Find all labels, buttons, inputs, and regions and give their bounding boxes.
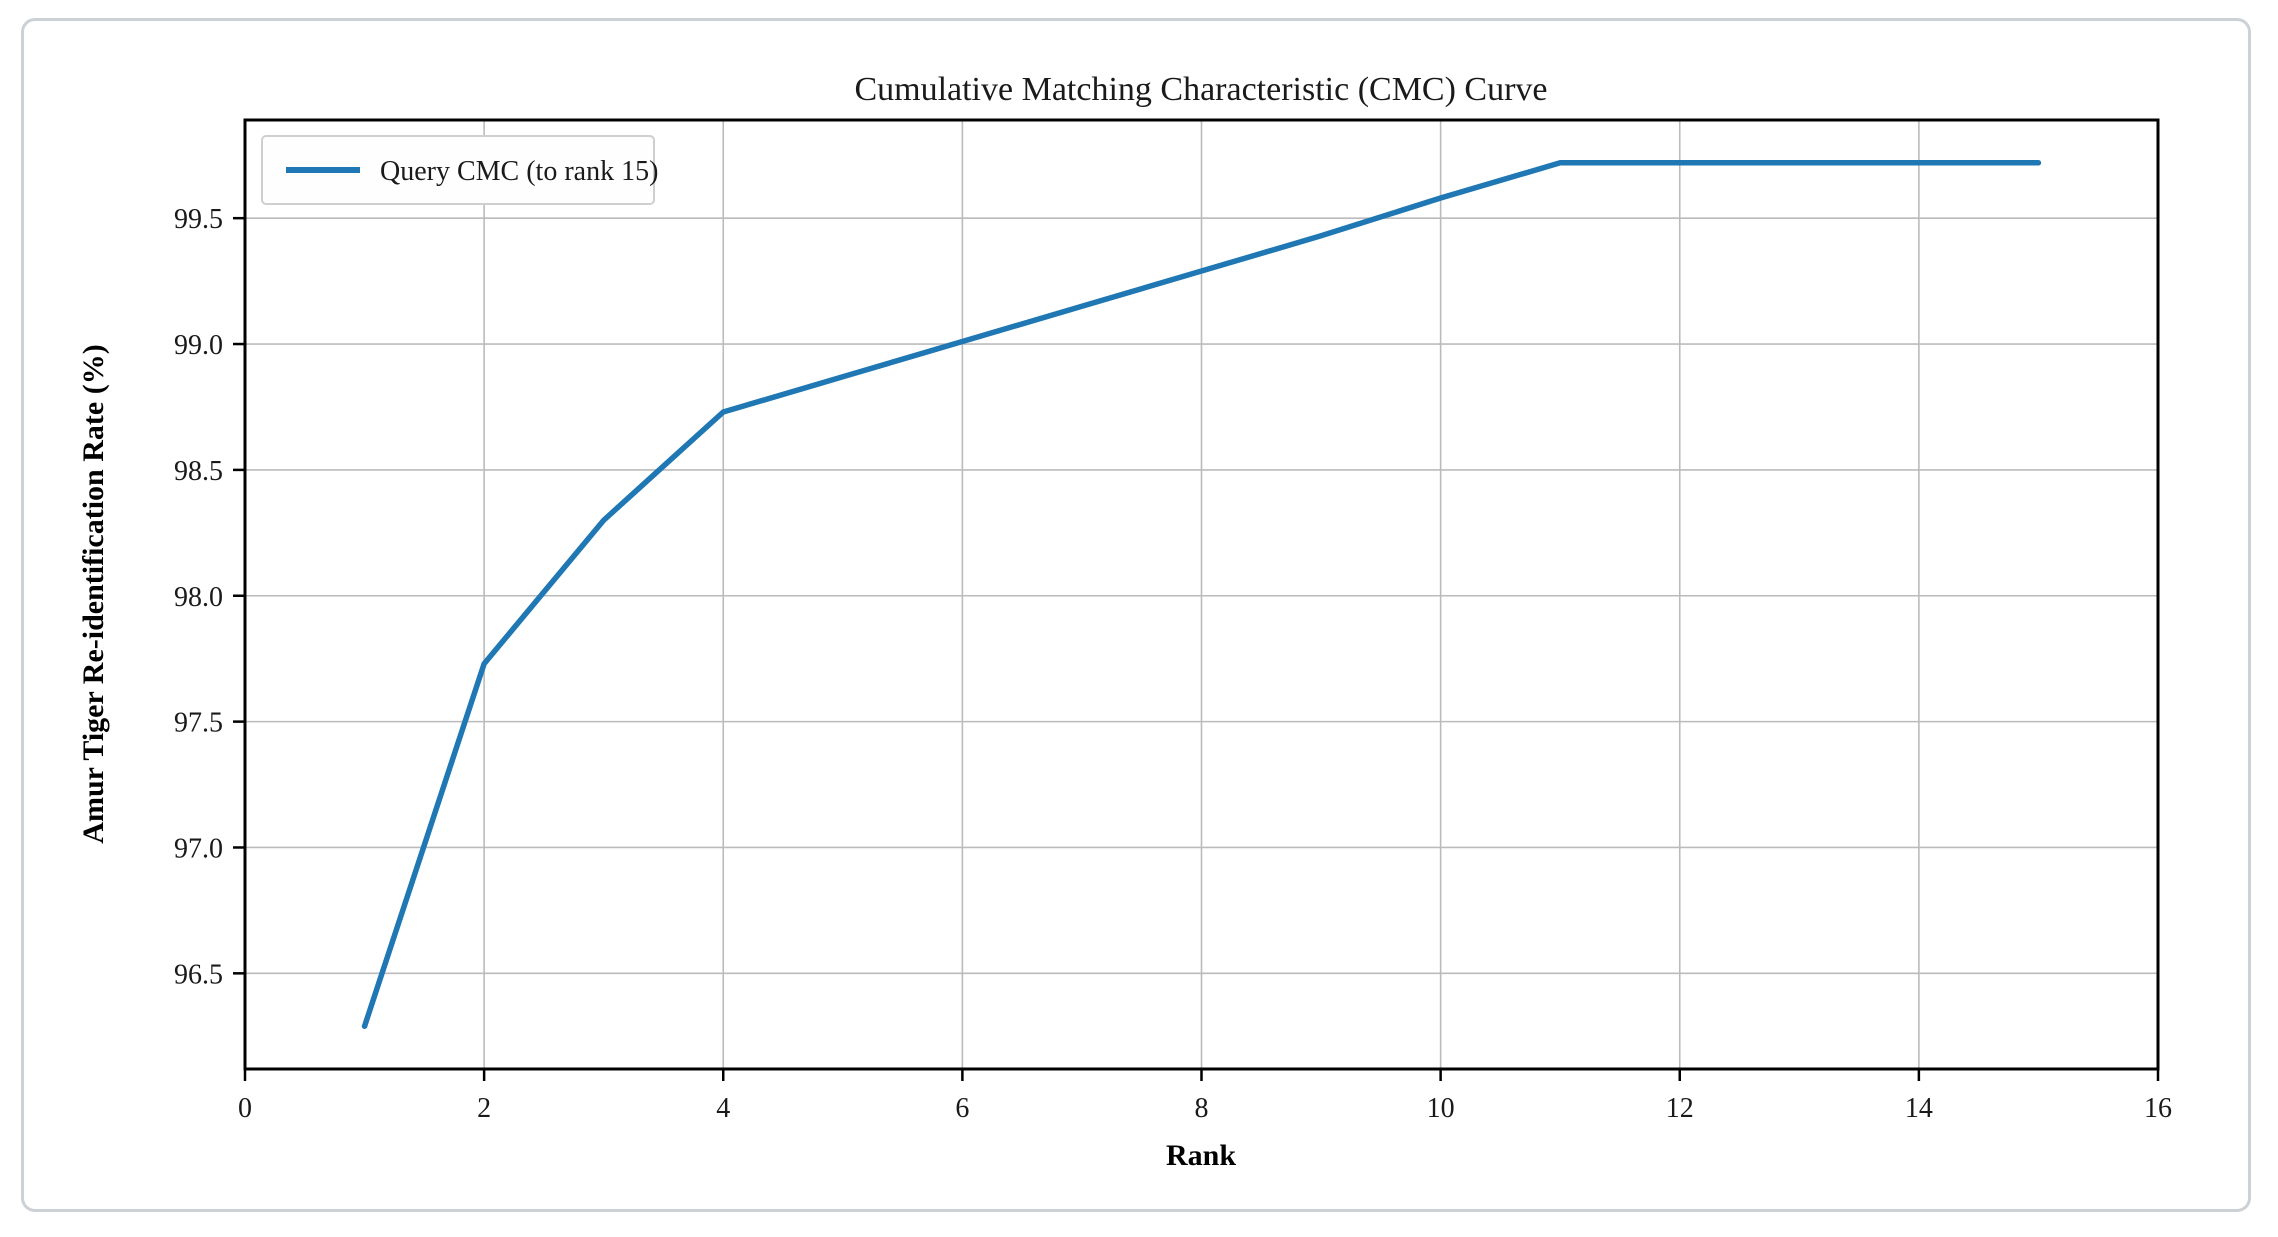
- y-tick-label: 99.5: [174, 204, 223, 235]
- cmc-curve: [361, 160, 2042, 1029]
- x-tick-label: 16: [2144, 1093, 2172, 1124]
- x-axis-label: Rank: [1166, 1139, 1236, 1172]
- legend-label: Query CMC (to rank 15): [380, 156, 658, 187]
- x-tick-label: 2: [477, 1093, 491, 1124]
- x-tick-label: 6: [955, 1093, 969, 1124]
- y-tick-label: 97.5: [174, 708, 223, 739]
- legend: Query CMC (to rank 15): [261, 135, 658, 205]
- y-axis-label: Amur Tiger Re-identification Rate (%): [77, 344, 110, 843]
- y-tick-label: 99.0: [174, 330, 223, 361]
- x-tick-label: 14: [1905, 1093, 1933, 1124]
- y-tick-label: 98.5: [174, 456, 223, 487]
- chart-title: Cumulative Matching Characteristic (CMC)…: [854, 71, 1547, 108]
- series-layer: [361, 160, 2042, 1029]
- x-tick-label: 12: [1666, 1093, 1694, 1124]
- x-tick-label: 10: [1427, 1093, 1455, 1124]
- screenshot-frame: [21, 18, 2251, 1212]
- tick-layer: 0 2 4 6 8 10 12 14 16 96.5 97.0 97.5 98.0 98.5 99.0 99.…: [174, 204, 2172, 1124]
- x-tick-label: 8: [1195, 1093, 1209, 1124]
- y-tick-label: 97.0: [174, 833, 223, 864]
- x-tick-label: 4: [716, 1093, 730, 1124]
- y-tick-label: 98.0: [174, 582, 223, 613]
- x-tick-label: 0: [238, 1093, 252, 1124]
- y-tick-label: 96.5: [174, 959, 223, 990]
- grid-layer: [244, 120, 2159, 1069]
- legend-box: [261, 135, 655, 205]
